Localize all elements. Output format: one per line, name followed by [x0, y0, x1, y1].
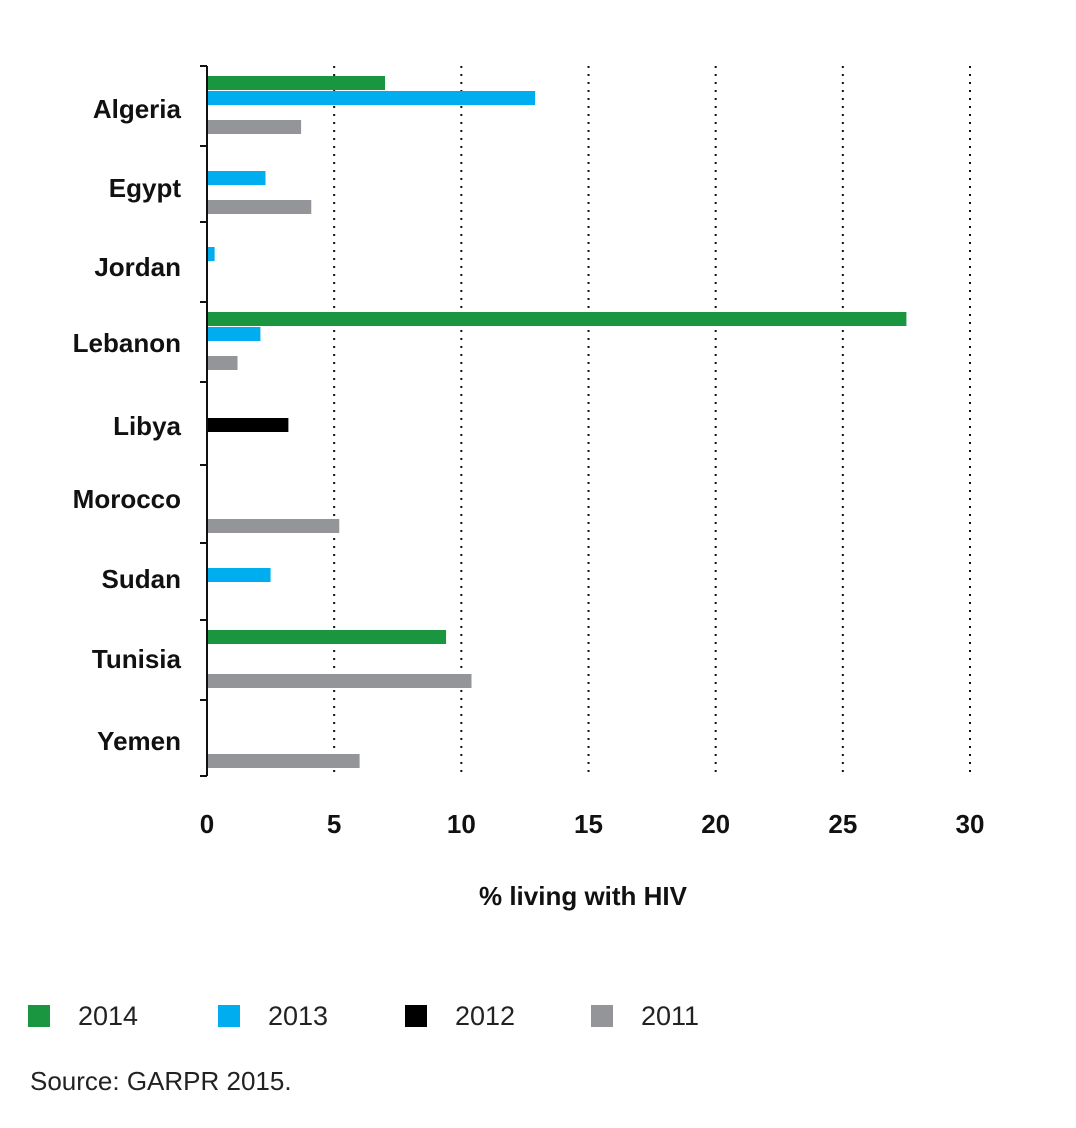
category-label-sudan: Sudan: [102, 564, 181, 594]
category-label-yemen: Yemen: [97, 726, 181, 756]
category-label-jordan: Jordan: [94, 252, 181, 282]
bar-algeria-2011: [207, 120, 302, 134]
bar-egypt-2013: [207, 171, 266, 185]
bar-egypt-2011: [207, 200, 312, 214]
legend-swatch-2012: [405, 1005, 427, 1027]
x-tick-label-0: 0: [200, 809, 214, 839]
legend-label-2013: 2013: [268, 1000, 329, 1031]
bar-lebanon-2014: [207, 312, 907, 326]
category-label-lebanon: Lebanon: [73, 328, 181, 358]
legend-swatch-2013: [218, 1005, 240, 1027]
x-tick-label-20: 20: [701, 809, 730, 839]
x-tick-label-10: 10: [447, 809, 476, 839]
legend-swatch-2014: [28, 1005, 50, 1027]
bar-tunisia-2011: [207, 674, 472, 688]
x-tick-label-25: 25: [828, 809, 857, 839]
legend-item-2011: 2011: [591, 996, 699, 1036]
category-label-algeria: Algeria: [93, 94, 182, 124]
bar-libya-2012: [207, 418, 289, 432]
category-label-tunisia: Tunisia: [92, 644, 182, 674]
bar-algeria-2014: [207, 76, 386, 90]
legend-item-2014: 2014: [28, 996, 138, 1036]
chart-plot: Algeria Egypt Jordan Lebanon Libya Morocco Sud…: [73, 65, 985, 911]
bar-yemen-2011: [207, 754, 360, 768]
bar-morocco-2011: [207, 519, 340, 533]
legend-label-2014: 2014: [78, 1000, 139, 1031]
x-tick-label-5: 5: [327, 809, 341, 839]
x-tick-label-30: 30: [956, 809, 985, 839]
source-note: Source: GARPR 2015.: [30, 1066, 292, 1096]
category-label-egypt: Egypt: [109, 173, 182, 203]
bar-jordan-2013: [207, 247, 215, 261]
category-label-libya: Libya: [113, 411, 181, 441]
bar-algeria-2013: [207, 91, 536, 105]
bar-tunisia-2014: [207, 630, 447, 644]
legend: 2014 2013 2012 2011: [28, 996, 1028, 1036]
category-label-morocco: Morocco: [73, 484, 181, 514]
bar-lebanon-2011: [207, 356, 238, 370]
x-axis-title: % living with HIV: [479, 881, 688, 911]
bar-lebanon-2013: [207, 327, 261, 341]
legend-label-2012: 2012: [455, 1000, 516, 1031]
legend-item-2012: 2012: [405, 996, 515, 1036]
legend-swatch-2011: [591, 1005, 613, 1027]
bar-sudan-2013: [207, 568, 271, 582]
legend-item-2013: 2013: [218, 996, 328, 1036]
legend-label-2011: 2011: [641, 1000, 700, 1031]
x-tick-label-15: 15: [574, 809, 603, 839]
